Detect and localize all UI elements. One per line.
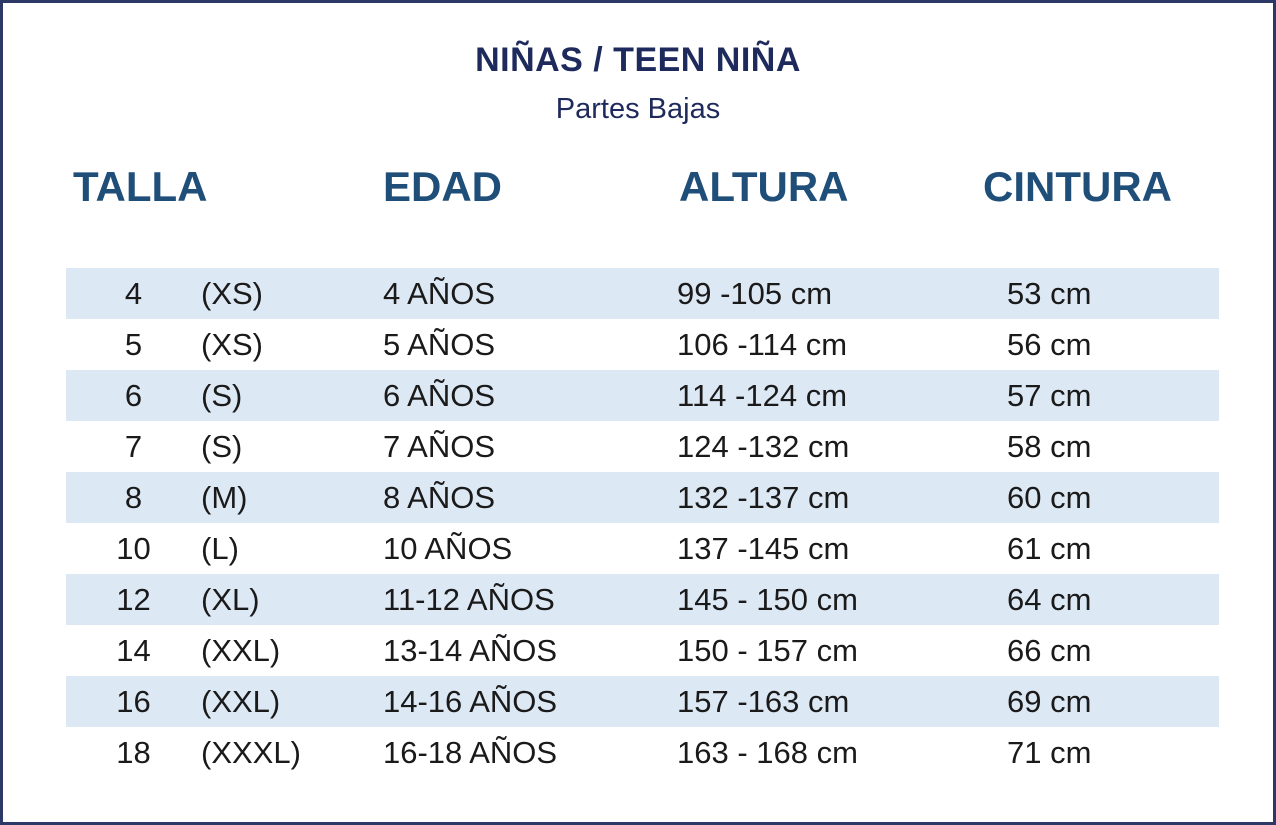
height-cell: 157 -163 cm	[677, 684, 850, 719]
size-label: (S)	[201, 429, 243, 464]
waist-cell: 71 cm	[1007, 735, 1092, 770]
size-number: 12	[116, 582, 151, 617]
size-label: (XXL)	[201, 684, 281, 719]
size-label: (XS)	[201, 327, 263, 362]
height-cell: 137 -145 cm	[677, 531, 850, 566]
height-cell: 163 - 168 cm	[677, 735, 858, 770]
size-number: 5	[124, 327, 143, 362]
age-cell: 10 AÑOS	[383, 531, 513, 566]
age-cell: 6 AÑOS	[383, 378, 495, 413]
waist-cell: 53 cm	[1007, 276, 1092, 311]
waist-cell: 61 cm	[1007, 531, 1092, 566]
waist-cell: 64 cm	[1007, 582, 1092, 617]
waist-cell: 66 cm	[1007, 633, 1092, 668]
size-number: 14	[116, 633, 151, 668]
table-row: 14 (XXL) 13-14 AÑOS 150 - 157 cm 66 cm	[66, 625, 1219, 676]
size-number: 10	[116, 531, 151, 566]
column-header-altura: ALTURA	[679, 163, 849, 210]
age-cell: 8 AÑOS	[383, 480, 495, 515]
column-header-talla: TALLA	[73, 163, 208, 210]
height-cell: 99 -105 cm	[677, 276, 833, 311]
size-number: 18	[116, 735, 151, 770]
size-label: (S)	[201, 378, 243, 413]
table-row: 16 (XXL) 14-16 AÑOS 157 -163 cm 69 cm	[66, 676, 1219, 727]
age-cell: 14-16 AÑOS	[383, 684, 558, 719]
age-cell: 13-14 AÑOS	[383, 633, 558, 668]
size-label: (XXL)	[201, 633, 281, 668]
height-cell: 132 -137 cm	[677, 480, 850, 515]
table-row: 8 (M) 8 AÑOS 132 -137 cm 60 cm	[66, 472, 1219, 523]
size-label: (XS)	[201, 276, 263, 311]
size-number: 4	[124, 276, 143, 311]
height-cell: 114 -124 cm	[677, 378, 848, 413]
size-number: 7	[124, 429, 143, 464]
height-cell: 145 - 150 cm	[677, 582, 858, 617]
size-number: 8	[124, 480, 143, 515]
chart-subtitle: Partes Bajas	[555, 93, 721, 125]
size-number: 6	[124, 378, 143, 413]
height-cell: 124 -132 cm	[677, 429, 850, 464]
table-row: 10 (L) 10 AÑOS 137 -145 cm 61 cm	[66, 523, 1219, 574]
waist-cell: 57 cm	[1007, 378, 1092, 413]
age-cell: 5 AÑOS	[383, 327, 495, 362]
age-cell: 11-12 AÑOS	[383, 582, 555, 617]
age-cell: 7 AÑOS	[383, 429, 495, 464]
waist-cell: 56 cm	[1007, 327, 1092, 362]
table-row: 5 (XS) 5 AÑOS 106 -114 cm 56 cm	[66, 319, 1219, 370]
age-cell: 16-18 AÑOS	[383, 735, 558, 770]
age-cell: 4 AÑOS	[383, 276, 495, 311]
chart-title: NIÑAS / TEEN NIÑA	[475, 41, 801, 79]
table-row: 4 (XS) 4 AÑOS 99 -105 cm 53 cm	[66, 268, 1219, 319]
height-cell: 150 - 157 cm	[677, 633, 858, 668]
column-header-edad: EDAD	[383, 163, 503, 210]
waist-cell: 60 cm	[1007, 480, 1092, 515]
size-label: (M)	[201, 480, 248, 515]
table-row: 18 (XXXL) 16-18 AÑOS 163 - 168 cm 71 cm	[66, 727, 1219, 778]
waist-cell: 58 cm	[1007, 429, 1092, 464]
table-row: 12 (XL) 11-12 AÑOS 145 - 150 cm 64 cm	[66, 574, 1219, 625]
table-row: 7 (S) 7 AÑOS 124 -132 cm 58 cm	[66, 421, 1219, 472]
table-row: 6 (S) 6 AÑOS 114 -124 cm 57 cm	[66, 370, 1219, 421]
waist-cell: 69 cm	[1007, 684, 1092, 719]
size-label: (XL)	[201, 582, 260, 617]
size-label: (XXXL)	[201, 735, 301, 770]
size-number: 16	[116, 684, 151, 719]
size-table: 4 (XS) 4 AÑOS 99 -105 cm 53 cm 5 (XS) 5 AÑOS 106…	[66, 268, 1219, 778]
column-header-cintura: CINTURA	[983, 163, 1172, 210]
size-label: (L)	[201, 531, 239, 566]
height-cell: 106 -114 cm	[677, 327, 848, 362]
